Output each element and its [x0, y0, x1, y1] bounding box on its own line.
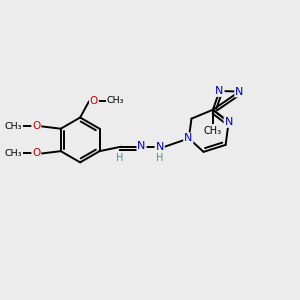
Text: N: N — [184, 134, 193, 143]
Text: O: O — [32, 122, 41, 131]
Text: CH₃: CH₃ — [4, 122, 22, 131]
Text: H: H — [116, 153, 123, 163]
Text: H: H — [156, 153, 164, 163]
Text: CH₃: CH₃ — [106, 96, 124, 105]
Text: O: O — [90, 96, 98, 106]
Text: O: O — [32, 148, 41, 158]
Text: N: N — [224, 117, 233, 127]
Text: CH₃: CH₃ — [4, 149, 22, 158]
Text: CH₃: CH₃ — [204, 126, 222, 136]
Text: N: N — [235, 86, 244, 97]
Text: N: N — [155, 142, 164, 152]
Text: N: N — [137, 141, 146, 151]
Text: N: N — [215, 86, 224, 96]
